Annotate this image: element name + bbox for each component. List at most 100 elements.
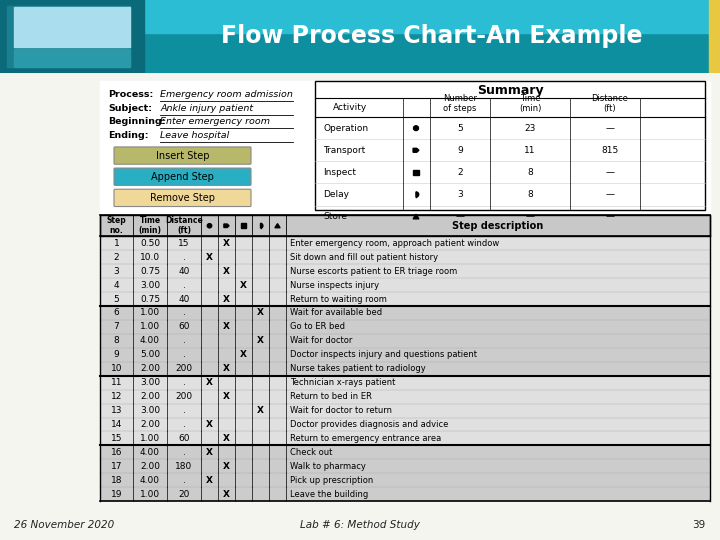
Text: 5.00: 5.00 — [140, 350, 160, 359]
Text: Distance
(ft): Distance (ft) — [592, 94, 629, 113]
Text: X: X — [257, 308, 264, 318]
Bar — [315, 80, 705, 211]
Text: Operation: Operation — [323, 124, 368, 133]
Text: 3: 3 — [114, 267, 120, 276]
Text: .: . — [183, 350, 186, 359]
Text: 10: 10 — [111, 364, 122, 373]
Text: 4.00: 4.00 — [140, 476, 160, 485]
Text: Append Step: Append Step — [151, 172, 214, 182]
Text: Doctor inspects injury and questions patient: Doctor inspects injury and questions pat… — [290, 350, 477, 359]
Text: Store: Store — [323, 212, 347, 221]
Bar — [0, 0, 144, 73]
Bar — [100, 292, 710, 306]
Polygon shape — [275, 224, 280, 228]
Text: Nurse inspects injury: Nurse inspects injury — [290, 281, 379, 289]
Text: X: X — [206, 253, 213, 262]
Text: X: X — [257, 406, 264, 415]
Text: 15: 15 — [179, 239, 190, 248]
Bar — [100, 278, 710, 292]
Text: 11: 11 — [524, 146, 536, 155]
Polygon shape — [413, 148, 419, 152]
Bar — [100, 80, 710, 501]
Bar — [100, 376, 710, 390]
Text: 19: 19 — [111, 490, 122, 499]
Text: X: X — [206, 448, 213, 457]
Text: 60: 60 — [179, 322, 190, 332]
Text: 815: 815 — [601, 146, 618, 155]
Text: Remove Step: Remove Step — [150, 193, 215, 203]
Text: Time
(min): Time (min) — [138, 216, 161, 235]
Text: 0.75: 0.75 — [140, 267, 160, 276]
Bar — [0, 0, 720, 33]
Text: 3.00: 3.00 — [140, 281, 160, 289]
Text: X: X — [223, 462, 230, 471]
Bar — [14, 49, 130, 67]
Bar — [413, 170, 419, 175]
Text: X: X — [240, 350, 247, 359]
Bar — [100, 362, 710, 376]
Text: Inspect: Inspect — [323, 168, 356, 177]
Circle shape — [207, 224, 212, 228]
Text: .: . — [183, 476, 186, 485]
Polygon shape — [413, 214, 419, 219]
Bar — [100, 264, 710, 278]
Text: .: . — [183, 420, 186, 429]
Text: —: — — [606, 124, 614, 133]
Text: Wait for doctor to return: Wait for doctor to return — [290, 406, 392, 415]
Text: Activity: Activity — [333, 103, 367, 112]
Text: 0.50: 0.50 — [140, 239, 160, 248]
Text: Sit down and fill out patient history: Sit down and fill out patient history — [290, 253, 438, 262]
Polygon shape — [224, 224, 229, 227]
Text: Return to emergency entrance area: Return to emergency entrance area — [290, 434, 441, 443]
Text: Lab # 6: Method Study: Lab # 6: Method Study — [300, 520, 420, 530]
Bar — [100, 348, 710, 362]
Text: Walk to pharmacy: Walk to pharmacy — [290, 462, 366, 471]
Text: 4.00: 4.00 — [140, 448, 160, 457]
Text: —: — — [606, 190, 614, 199]
Text: 0.75: 0.75 — [140, 294, 160, 303]
Text: 2: 2 — [114, 253, 120, 262]
Bar — [100, 320, 710, 334]
Bar — [100, 334, 710, 348]
Text: Wait for doctor: Wait for doctor — [290, 336, 352, 346]
Text: X: X — [206, 476, 213, 485]
Bar — [100, 390, 710, 403]
Bar — [100, 431, 710, 446]
Text: Nurse takes patient to radiology: Nurse takes patient to radiology — [290, 364, 426, 373]
Text: X: X — [223, 239, 230, 248]
Text: Step
no.: Step no. — [107, 216, 127, 235]
Text: Enter emergency room: Enter emergency room — [160, 117, 270, 126]
Bar — [7, 6, 130, 67]
Bar — [709, 0, 720, 73]
Text: 15: 15 — [111, 434, 122, 443]
Text: Technician x-rays patient: Technician x-rays patient — [290, 378, 395, 387]
Text: Beginning:: Beginning: — [108, 117, 166, 126]
Text: X: X — [223, 434, 230, 443]
Text: 14: 14 — [111, 420, 122, 429]
Bar — [100, 306, 710, 320]
Text: 40: 40 — [179, 267, 189, 276]
Text: —: — — [456, 212, 464, 221]
Text: X: X — [223, 267, 230, 276]
Text: Step description: Step description — [452, 221, 544, 231]
Text: Ankle injury patient: Ankle injury patient — [160, 104, 253, 113]
Text: 12: 12 — [111, 392, 122, 401]
Text: Distance
(ft): Distance (ft) — [165, 216, 203, 235]
Text: Doctor provides diagnosis and advice: Doctor provides diagnosis and advice — [290, 420, 449, 429]
Text: .: . — [183, 281, 186, 289]
Bar — [100, 403, 710, 417]
Bar — [100, 417, 710, 431]
Text: 3.00: 3.00 — [140, 406, 160, 415]
Bar — [100, 237, 710, 250]
Bar — [100, 460, 710, 473]
Text: .: . — [183, 406, 186, 415]
Text: X: X — [206, 420, 213, 429]
Text: .: . — [183, 253, 186, 262]
Text: 1.00: 1.00 — [140, 434, 160, 443]
Text: 10.0: 10.0 — [140, 253, 160, 262]
Text: 9: 9 — [457, 146, 463, 155]
Text: 26 November 2020: 26 November 2020 — [14, 520, 114, 530]
Text: 60: 60 — [179, 434, 190, 443]
Wedge shape — [416, 192, 419, 197]
Bar — [100, 473, 710, 487]
